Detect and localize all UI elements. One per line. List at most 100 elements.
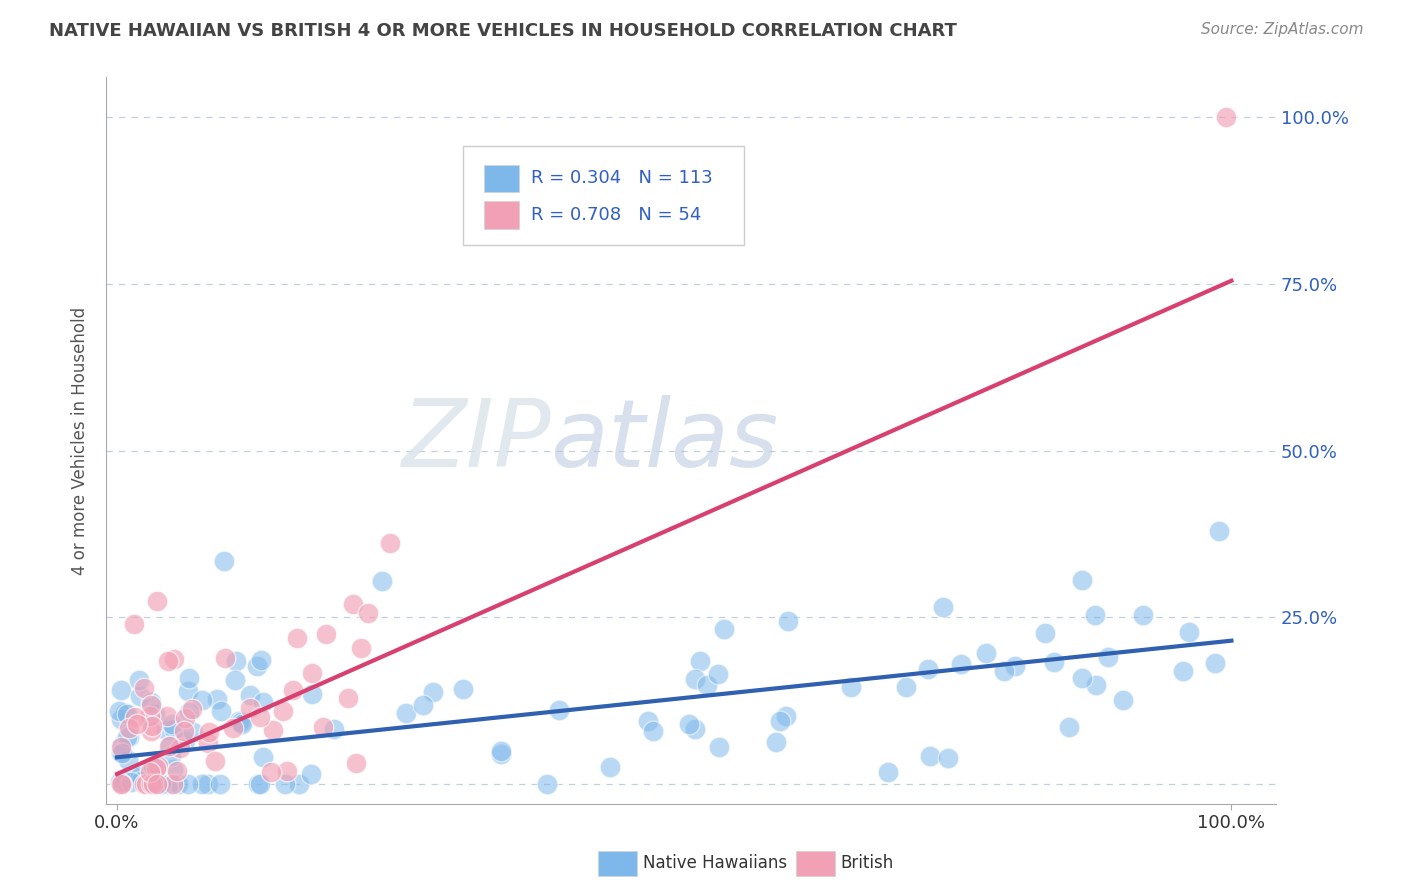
Point: [1084, 607, 1107, 622]
Text: British: British: [841, 855, 894, 872]
Point: [222, 721, 245, 735]
Point: [689, 654, 711, 668]
Point: [136, 777, 159, 791]
Point: [917, 662, 939, 676]
Point: [156, 709, 179, 723]
Point: [637, 714, 659, 729]
Text: R = 0.304   N = 113: R = 0.304 N = 113: [530, 169, 713, 187]
Text: Source: ZipAtlas.com: Source: ZipAtlas.com: [1201, 22, 1364, 37]
Point: [1132, 608, 1154, 623]
Text: atlas: atlas: [551, 395, 779, 486]
Bar: [484, 201, 519, 228]
Point: [157, 739, 180, 754]
Point: [252, 750, 274, 764]
Point: [896, 680, 918, 694]
Point: [371, 574, 394, 588]
Point: [181, 724, 204, 739]
Point: [135, 777, 157, 791]
Text: NATIVE HAWAIIAN VS BRITISH 4 OR MORE VEHICLES IN HOUSEHOLD CORRELATION CHART: NATIVE HAWAIIAN VS BRITISH 4 OR MORE VEH…: [49, 22, 957, 40]
Point: [950, 657, 973, 672]
Point: [599, 760, 621, 774]
Point: [491, 744, 513, 758]
Point: [207, 691, 229, 706]
Point: [378, 536, 401, 550]
Point: [395, 706, 418, 720]
Point: [179, 671, 201, 685]
Point: [775, 709, 797, 723]
Point: [139, 723, 162, 738]
Point: [315, 627, 337, 641]
Point: [167, 777, 190, 791]
Point: [162, 777, 184, 791]
Point: [174, 711, 197, 725]
Point: [163, 722, 186, 736]
Point: [110, 712, 132, 726]
Point: [262, 723, 284, 737]
Point: [108, 775, 131, 789]
Point: [132, 681, 155, 695]
Point: [1070, 574, 1092, 588]
Point: [678, 716, 700, 731]
Point: [276, 764, 298, 779]
Point: [145, 761, 167, 775]
Point: [249, 710, 271, 724]
Point: [214, 651, 236, 665]
Point: [974, 646, 997, 660]
Point: [142, 759, 165, 773]
Point: [932, 600, 955, 615]
Point: [129, 769, 152, 783]
Point: [141, 719, 163, 733]
Point: [111, 738, 134, 752]
Point: [111, 746, 134, 760]
Point: [129, 689, 152, 703]
Point: [696, 678, 718, 692]
Point: [108, 704, 131, 718]
Point: [159, 739, 181, 753]
Point: [1071, 671, 1094, 685]
Point: [707, 739, 730, 754]
Point: [299, 766, 322, 780]
Point: [177, 684, 200, 698]
Point: [301, 687, 323, 701]
Point: [117, 707, 139, 722]
Point: [312, 720, 335, 734]
Point: [412, 698, 434, 713]
Point: [157, 654, 180, 668]
FancyBboxPatch shape: [463, 146, 744, 244]
Point: [169, 741, 191, 756]
Point: [212, 554, 235, 568]
Point: [839, 680, 862, 694]
Point: [228, 714, 250, 729]
Point: [160, 716, 183, 731]
Point: [139, 777, 162, 791]
Point: [190, 693, 212, 707]
Point: [765, 734, 787, 748]
Point: [145, 594, 167, 608]
Text: R = 0.708   N = 54: R = 0.708 N = 54: [530, 206, 702, 224]
Point: [125, 717, 148, 731]
Point: [117, 753, 139, 767]
Point: [225, 654, 247, 668]
Point: [1057, 720, 1080, 734]
Point: [1171, 664, 1194, 678]
Point: [1004, 658, 1026, 673]
Point: [1043, 655, 1066, 669]
Point: [197, 736, 219, 750]
Point: [110, 683, 132, 698]
Point: [301, 666, 323, 681]
Point: [281, 682, 304, 697]
Point: [135, 777, 157, 791]
Point: [156, 777, 179, 791]
Point: [350, 640, 373, 655]
Point: [146, 777, 169, 791]
Point: [1178, 624, 1201, 639]
Point: [204, 754, 226, 768]
Point: [110, 777, 132, 791]
Point: [155, 723, 177, 738]
Point: [142, 777, 165, 791]
Point: [118, 721, 141, 735]
Y-axis label: 4 or more Vehicles in Household: 4 or more Vehicles in Household: [72, 307, 89, 574]
Point: [683, 722, 706, 736]
Point: [451, 682, 474, 697]
Point: [1208, 524, 1230, 538]
